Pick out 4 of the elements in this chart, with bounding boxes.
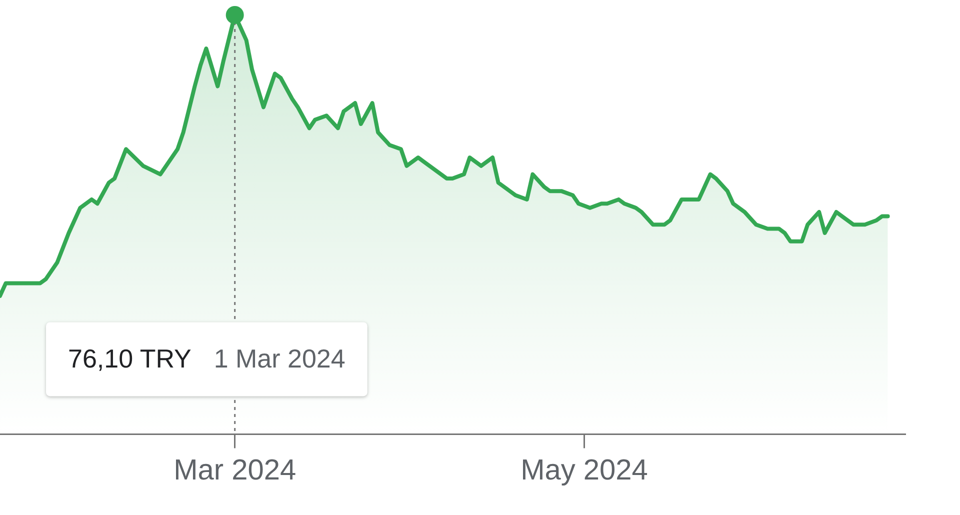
annotation: 1 Mar 2024 [214, 343, 346, 374]
x-tick-label: May 2024 [520, 454, 648, 487]
annotation: 76,10 TRY [68, 343, 192, 374]
x-tick-label: Mar 2024 [174, 454, 296, 487]
